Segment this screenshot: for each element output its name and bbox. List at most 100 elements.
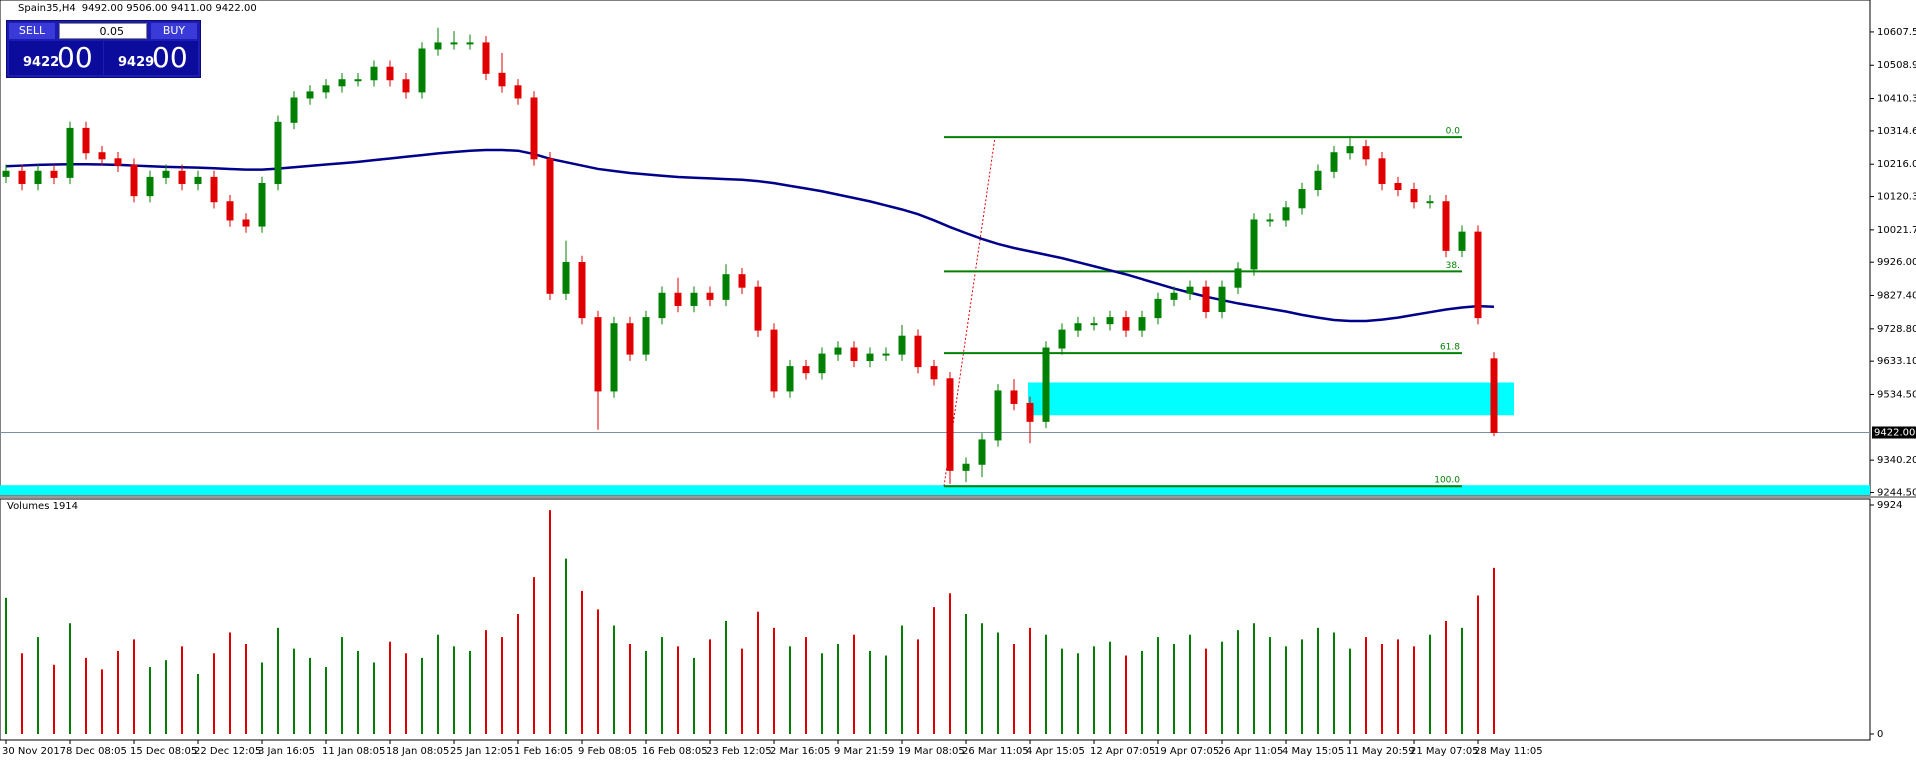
x-tick-label: 23 Feb 12:05 — [706, 746, 772, 757]
volume-bar — [613, 625, 615, 735]
y-tick-label: 10216.00 — [1877, 159, 1916, 170]
candle-body — [946, 378, 954, 471]
y-tick-label: 9926.00 — [1877, 257, 1916, 268]
y-tick-label: 9728.80 — [1877, 324, 1916, 335]
candle-body — [242, 219, 250, 227]
candle-body — [1426, 201, 1434, 204]
candle-body — [850, 347, 858, 362]
volume-bar — [181, 646, 183, 735]
x-tick-label: 28 May 11:05 — [1474, 746, 1543, 757]
x-tick-label: 8 Dec 08:05 — [66, 746, 127, 757]
volume-bar — [677, 646, 679, 735]
candle-body — [306, 91, 314, 99]
y-tick-label: 9534.50 — [1877, 389, 1916, 400]
candle-body — [930, 366, 938, 380]
volume-bar — [1173, 644, 1175, 735]
sell-price[interactable]: 9422 00 — [9, 41, 103, 75]
volume-bar — [1141, 650, 1143, 735]
volume-bar — [1077, 653, 1079, 735]
candle-body — [978, 439, 986, 465]
y-tick-label: 0 — [1877, 729, 1883, 740]
volume-bar — [789, 646, 791, 735]
candle-body — [194, 176, 202, 184]
candle-body — [898, 335, 906, 355]
volume-bar — [821, 653, 823, 735]
buy-button[interactable]: BUY — [151, 23, 197, 39]
candle-body — [258, 182, 266, 227]
candle-body — [1362, 146, 1370, 160]
volume-bar — [1285, 646, 1287, 735]
candle-body — [226, 201, 234, 221]
candle-body — [914, 335, 922, 368]
volume-bar — [901, 625, 903, 735]
volume-bar — [133, 639, 135, 735]
buy-price[interactable]: 9429 00 — [104, 41, 198, 75]
candle-body — [98, 152, 106, 160]
candle-body — [1410, 189, 1418, 203]
volume-bar — [1221, 641, 1223, 735]
volume-bar — [309, 657, 311, 735]
volume-bar — [1109, 641, 1111, 735]
volume-bar — [325, 667, 327, 735]
candle-body — [1186, 286, 1194, 294]
buy-price-main: 9429 — [118, 55, 155, 70]
volume-bar — [213, 653, 215, 735]
candle-body — [418, 48, 426, 93]
main-pane — [0, 0, 1871, 496]
x-tick-label: 4 Apr 15:05 — [1026, 746, 1085, 757]
candle-body — [754, 286, 762, 331]
candle-body — [2, 170, 10, 177]
candle-body — [546, 158, 554, 294]
volume-bar — [1429, 634, 1431, 735]
chart-header: Spain35,H4 9492.00 9506.00 9411.00 9422.0… — [18, 3, 263, 14]
candle-body — [402, 79, 410, 93]
x-tick-label: 16 Feb 08:05 — [642, 746, 708, 757]
candle-body — [1314, 170, 1322, 191]
candle-body — [34, 170, 42, 184]
candle-body — [1490, 358, 1498, 433]
y-tick-label: 10314.60 — [1877, 126, 1916, 137]
symbol: Spain35,H4 — [18, 3, 76, 14]
volume-bar — [1413, 646, 1415, 735]
volume-bar — [357, 650, 359, 735]
x-tick-label: 9 Feb 08:05 — [578, 746, 637, 757]
y-tick-label: 9827.40 — [1877, 291, 1916, 302]
volume-bar — [949, 593, 951, 735]
candle-body — [1042, 347, 1050, 422]
candle-body — [882, 353, 890, 356]
candle-body — [482, 42, 490, 74]
volume-bar — [533, 577, 535, 735]
candle-body — [1378, 158, 1386, 184]
volume-bar — [517, 614, 519, 735]
volume-bar — [1349, 648, 1351, 735]
volume-bar — [1461, 627, 1463, 735]
volume-bar — [1317, 627, 1319, 735]
y-tick-label: 10607.50 — [1877, 27, 1916, 38]
volume-bar — [981, 623, 983, 735]
lot-input[interactable]: 0.05 — [59, 23, 147, 39]
candle-body — [66, 127, 74, 178]
sell-button[interactable]: SELL — [9, 23, 55, 39]
candle-body — [290, 97, 298, 123]
volume-bar — [277, 627, 279, 735]
candle-body — [1138, 317, 1146, 331]
candle-body — [1010, 390, 1018, 404]
volume-bar — [933, 607, 935, 735]
volume-bar — [405, 653, 407, 735]
candle-body — [1330, 152, 1338, 172]
volume-bar — [1045, 634, 1047, 735]
fib-label: 38. — [1446, 261, 1460, 271]
candle-body — [466, 42, 474, 45]
volume-bar — [805, 637, 807, 735]
x-tick-label: 12 Apr 07:05 — [1090, 746, 1155, 757]
fib-label: 100.0 — [1434, 476, 1460, 486]
volume-bar — [741, 648, 743, 735]
price-label: 9422.00 — [1874, 427, 1915, 438]
volume-bar — [837, 644, 839, 735]
trade-panel: SELL 0.05 BUY 9422 00 9429 00 — [6, 20, 201, 78]
volume-bar — [917, 639, 919, 735]
zone — [1028, 382, 1514, 416]
x-tick-label: 15 Dec 08:05 — [130, 746, 197, 757]
y-tick-label: 10120.30 — [1877, 192, 1916, 203]
volume-bar — [661, 637, 663, 735]
